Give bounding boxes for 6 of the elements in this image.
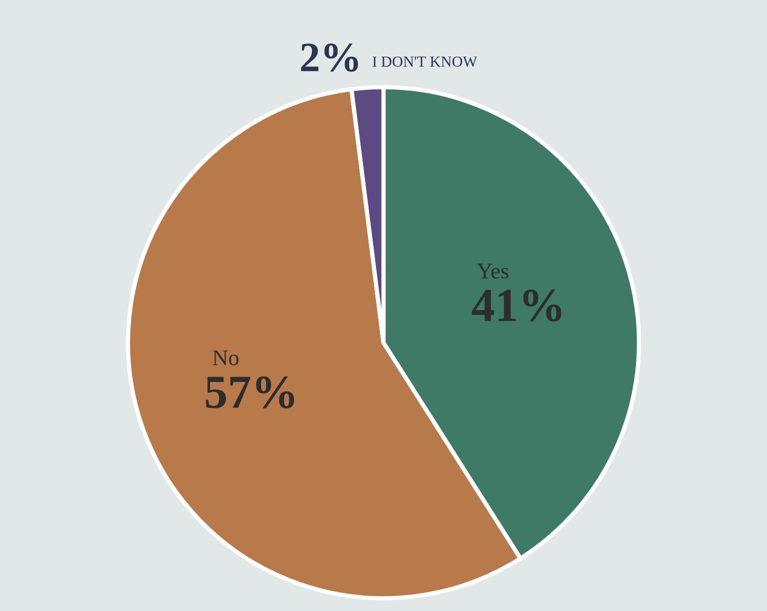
data-label: 41% — [472, 290, 562, 322]
slice-label: Yes — [476, 264, 508, 279]
slice-label: No — [212, 350, 238, 366]
data-label: 2% — [301, 43, 358, 72]
data-label: 57% — [206, 376, 294, 408]
slice-label: I DON'T KNOW — [372, 56, 478, 67]
